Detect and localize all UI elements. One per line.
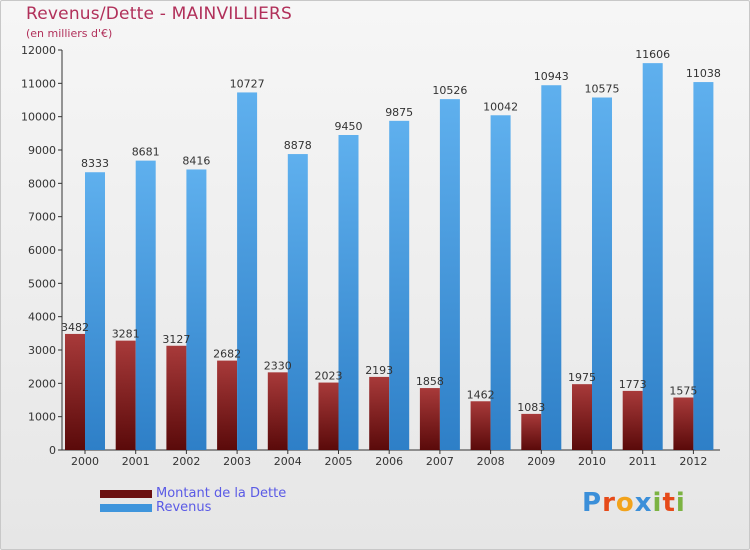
logo-letter: i bbox=[652, 488, 663, 518]
data-label-dette: 2023 bbox=[315, 370, 343, 383]
y-tick-label: 9000 bbox=[28, 144, 56, 157]
chart-subtitle: (en milliers d'€) bbox=[26, 27, 113, 40]
data-label-revenus: 10575 bbox=[585, 83, 620, 96]
data-label-dette: 1858 bbox=[416, 375, 444, 388]
legend-swatch-dette bbox=[100, 490, 152, 498]
x-tick-label: 2004 bbox=[274, 455, 302, 468]
bar-revenus bbox=[338, 135, 359, 450]
x-tick-label: 2012 bbox=[679, 455, 707, 468]
bar-dette bbox=[470, 401, 491, 450]
bar-dette bbox=[267, 372, 288, 450]
data-label-dette: 1975 bbox=[568, 371, 596, 384]
data-label-revenus: 11606 bbox=[635, 48, 670, 61]
data-label-dette: 1773 bbox=[619, 378, 647, 391]
bar-dette bbox=[115, 340, 136, 450]
x-tick-label: 2010 bbox=[578, 455, 606, 468]
bar-dette bbox=[521, 413, 542, 450]
logo-letter: t bbox=[662, 488, 676, 518]
legend-label-revenus: Revenus bbox=[156, 500, 212, 515]
bar-revenus bbox=[237, 92, 258, 450]
y-tick-label: 1000 bbox=[28, 411, 56, 424]
data-label-revenus: 8416 bbox=[182, 154, 210, 167]
logo-letter: P bbox=[582, 488, 603, 518]
y-tick-label: 11000 bbox=[21, 77, 56, 90]
data-label-dette: 3281 bbox=[112, 328, 140, 341]
bar-revenus bbox=[541, 85, 562, 450]
data-label-dette: 1462 bbox=[467, 388, 495, 401]
y-tick-label: 5000 bbox=[28, 277, 56, 290]
bar-revenus bbox=[389, 120, 410, 450]
x-tick-label: 2002 bbox=[172, 455, 200, 468]
x-tick-label: 2003 bbox=[223, 455, 251, 468]
x-tick-label: 2006 bbox=[375, 455, 403, 468]
y-tick-label: 0 bbox=[49, 444, 56, 457]
bar-revenus bbox=[186, 169, 207, 450]
x-tick-label: 2008 bbox=[477, 455, 505, 468]
bar-revenus bbox=[439, 99, 460, 450]
data-label-revenus: 11038 bbox=[686, 67, 721, 80]
data-label-dette: 3127 bbox=[162, 333, 190, 346]
bar-dette bbox=[369, 376, 390, 450]
logo-letter: r bbox=[602, 488, 616, 518]
x-tick-label: 2000 bbox=[71, 455, 99, 468]
logo-letter: i bbox=[675, 488, 686, 518]
bar-revenus bbox=[135, 160, 156, 450]
x-tick-label: 2005 bbox=[325, 455, 353, 468]
y-tick-label: 8000 bbox=[28, 177, 56, 190]
data-label-revenus: 9450 bbox=[335, 120, 363, 133]
bar-dette bbox=[65, 333, 85, 450]
bar-dette bbox=[572, 384, 592, 450]
data-label-revenus: 10526 bbox=[432, 84, 467, 97]
proxiti-logo: Proxiti bbox=[582, 488, 686, 518]
x-tick-label: 2011 bbox=[629, 455, 657, 468]
data-label-revenus: 10042 bbox=[483, 100, 518, 113]
bar-dette bbox=[622, 390, 643, 450]
bar-revenus bbox=[287, 154, 308, 451]
y-tick-label: 3000 bbox=[28, 344, 56, 357]
legend-label-dette: Montant de la Dette bbox=[156, 486, 287, 501]
bar-dette bbox=[217, 360, 238, 450]
logo-letter: x bbox=[634, 488, 653, 518]
y-tick-label: 12000 bbox=[21, 44, 56, 57]
logo-letter: o bbox=[615, 488, 635, 518]
x-tick-label: 2009 bbox=[527, 455, 555, 468]
data-label-revenus: 8878 bbox=[284, 139, 312, 152]
data-label-revenus: 8681 bbox=[132, 146, 160, 159]
bar-revenus bbox=[592, 97, 612, 450]
x-tick-label: 2001 bbox=[122, 455, 150, 468]
bar-dette bbox=[419, 388, 440, 450]
bar-dette bbox=[673, 397, 694, 450]
data-label-revenus: 8333 bbox=[81, 157, 109, 170]
data-label-dette: 1575 bbox=[669, 385, 697, 398]
bar-dette bbox=[318, 382, 339, 450]
chart-title: Revenus/Dette - MAINVILLIERS bbox=[26, 4, 293, 24]
data-label-revenus: 10727 bbox=[230, 77, 265, 90]
data-label-dette: 2682 bbox=[213, 348, 241, 361]
legend-swatch-revenus bbox=[100, 504, 152, 512]
bar-revenus bbox=[693, 82, 714, 451]
y-tick-label: 4000 bbox=[28, 311, 56, 324]
data-label-dette: 1083 bbox=[517, 401, 545, 414]
bar-dette bbox=[166, 345, 187, 450]
data-label-dette: 2193 bbox=[365, 364, 393, 377]
data-label-dette: 2330 bbox=[264, 359, 292, 372]
bar-revenus bbox=[642, 63, 663, 451]
bar-revenus bbox=[490, 115, 511, 451]
data-label-dette: 3482 bbox=[61, 321, 89, 334]
data-label-revenus: 10943 bbox=[534, 70, 569, 83]
y-tick-label: 10000 bbox=[21, 111, 56, 124]
data-label-revenus: 9875 bbox=[385, 106, 413, 119]
y-tick-label: 6000 bbox=[28, 244, 56, 257]
x-tick-label: 2007 bbox=[426, 455, 454, 468]
bar-revenus bbox=[85, 172, 105, 450]
y-tick-label: 2000 bbox=[28, 377, 56, 390]
y-tick-label: 7000 bbox=[28, 211, 56, 224]
